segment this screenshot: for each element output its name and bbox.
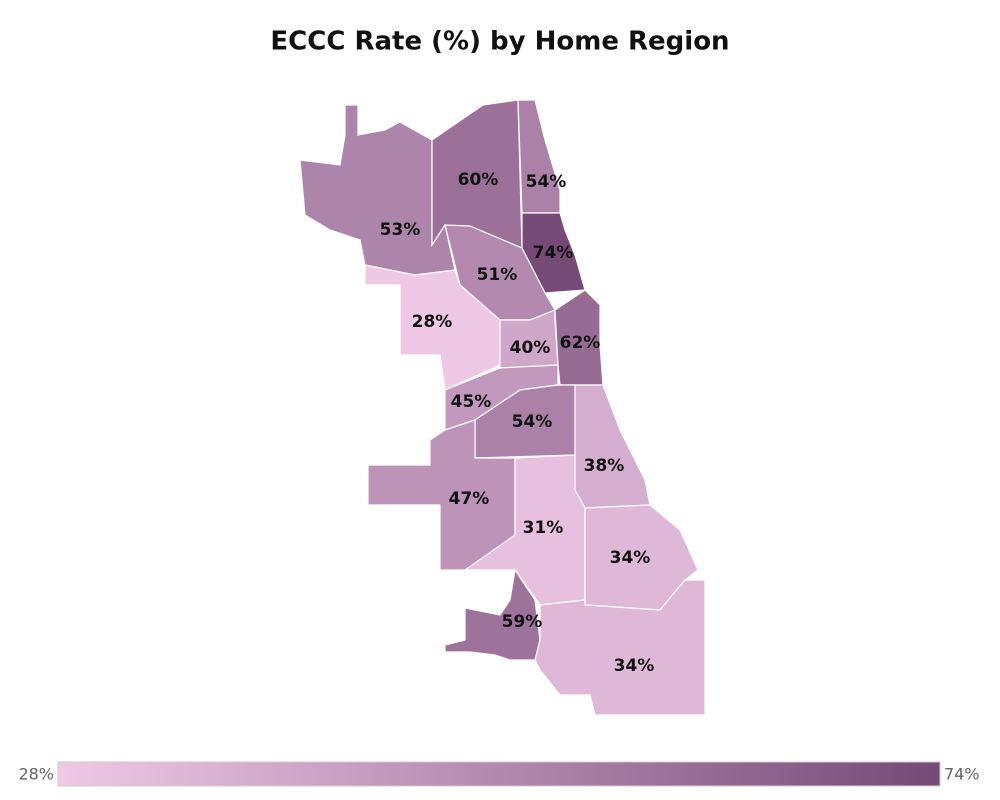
- color-tick-label: 74%: [944, 765, 980, 784]
- value-label: 38%: [584, 456, 625, 476]
- value-label: 34%: [610, 548, 651, 568]
- color-tick-label: 28%: [18, 765, 54, 784]
- value-label: 34%: [614, 656, 655, 676]
- chart-title: ECCC Rate (%) by Home Region: [270, 27, 729, 57]
- value-label: 53%: [380, 220, 421, 240]
- value-label: 54%: [512, 412, 553, 432]
- region: [574, 384, 651, 509]
- region: [534, 579, 706, 716]
- region: [517, 99, 561, 214]
- value-label: 60%: [458, 170, 499, 190]
- labels: 53% 60% 54% 74% 51% 28% 40% 62% 45% 54% 38% 47% 31% 3…: [380, 170, 655, 676]
- value-label: 28%: [412, 312, 453, 332]
- regions: [299, 99, 706, 716]
- region: [367, 419, 516, 571]
- value-label: 47%: [449, 489, 490, 509]
- region: [364, 264, 501, 391]
- value-label: 51%: [477, 265, 518, 285]
- value-label: 62%: [560, 333, 601, 353]
- value-label: 74%: [533, 243, 574, 263]
- value-label: 45%: [451, 392, 492, 412]
- value-label: 40%: [510, 338, 551, 358]
- value-label: 54%: [526, 172, 567, 192]
- value-label: 31%: [523, 518, 564, 538]
- value-label: 59%: [502, 612, 543, 632]
- color-bar: [57, 761, 941, 787]
